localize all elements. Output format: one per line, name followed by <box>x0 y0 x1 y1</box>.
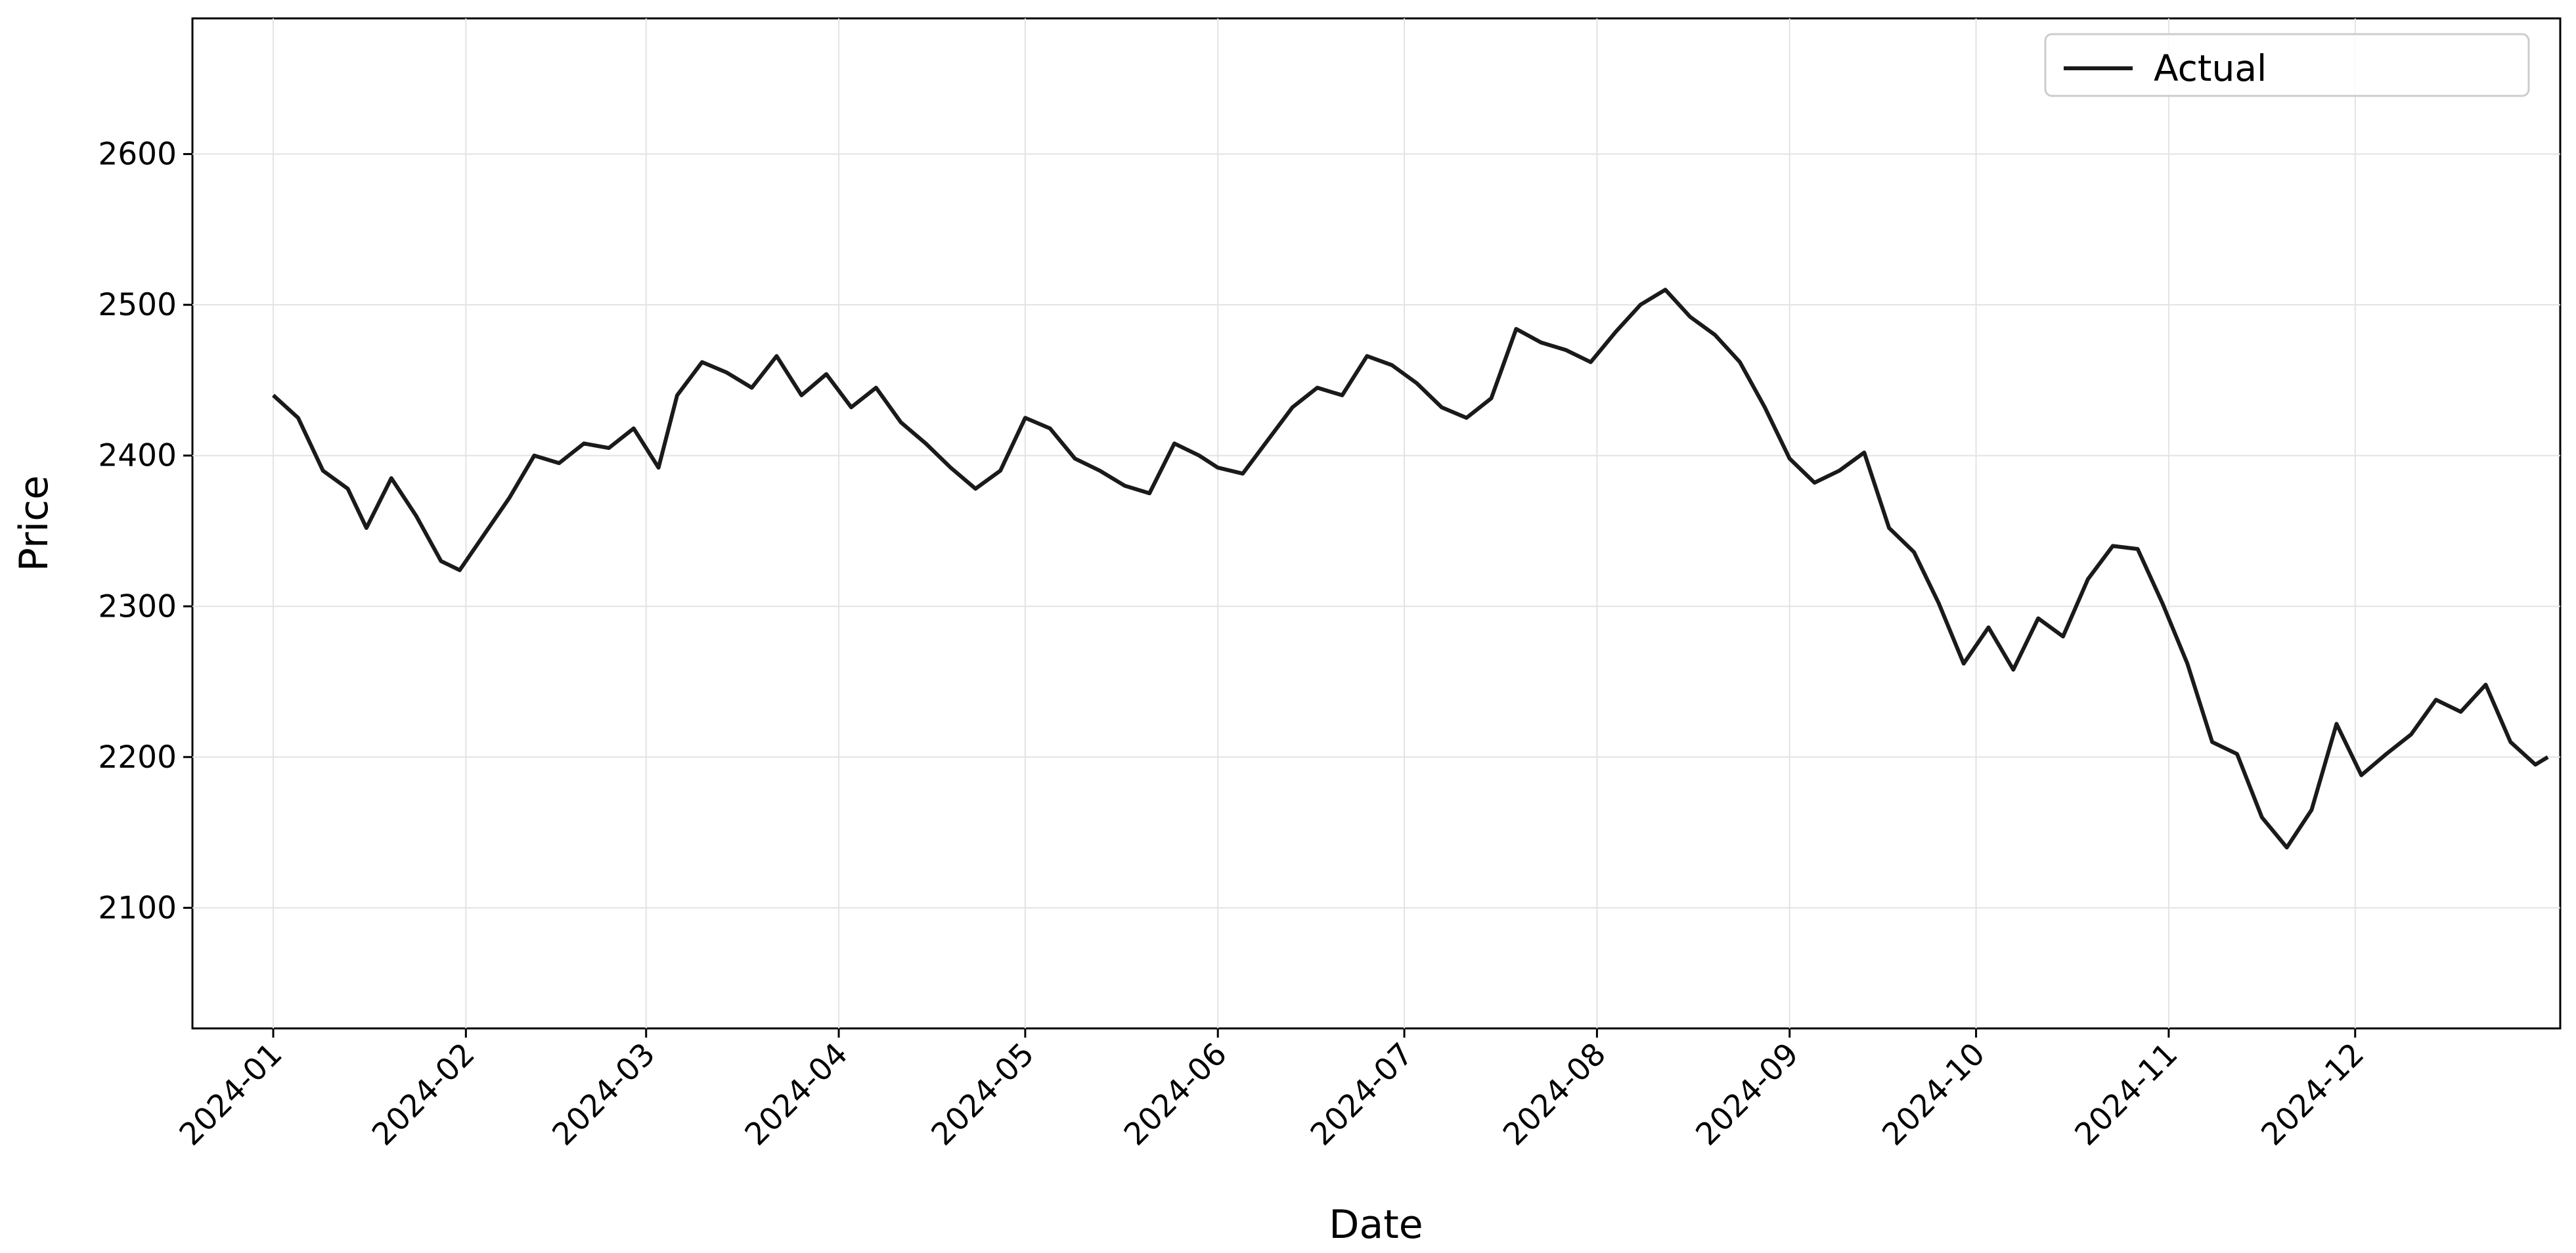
legend-label: Actual <box>2154 47 2267 89</box>
plot-area <box>191 17 2562 1030</box>
x-tick-label: 2024-11 <box>2068 1036 2185 1153</box>
x-tick-label: 2024-06 <box>1117 1036 1234 1153</box>
y-tick-label: 2400 <box>98 438 177 474</box>
x-tick-label: 2024-04 <box>738 1036 855 1153</box>
y-axis-label: Price <box>11 475 57 571</box>
legend: Actual <box>2044 33 2530 97</box>
x-axis-label: Date <box>1329 1202 1423 1248</box>
y-tick-label: 2500 <box>98 287 177 323</box>
x-tick-label: 2024-03 <box>545 1036 662 1153</box>
series-line-actual <box>271 288 2549 850</box>
x-tick-label: 2024-05 <box>925 1036 1042 1153</box>
y-tick-label: 2100 <box>98 890 177 926</box>
legend-box <box>2044 33 2530 97</box>
x-tick-label: 2024-09 <box>1689 1036 1806 1153</box>
x-tick-label: 2024-08 <box>1496 1036 1613 1153</box>
x-tick-label: 2024-01 <box>173 1036 290 1153</box>
y-axis: 2100 2200 2300 2400 2500 2600 <box>98 137 192 926</box>
x-tick-label: 2024-07 <box>1304 1036 1421 1153</box>
x-axis: 2024-01 2024-02 2024-03 2024-04 2024-05 2024-… <box>173 1028 2371 1153</box>
y-tick-label: 2600 <box>98 137 177 173</box>
y-tick-label: 2300 <box>98 588 177 625</box>
series-layer <box>271 288 2549 850</box>
y-tick-label: 2200 <box>98 739 177 776</box>
x-tick-label: 2024-10 <box>1875 1036 1992 1153</box>
x-tick-label: 2024-02 <box>365 1036 482 1153</box>
grid <box>192 18 2560 1028</box>
x-tick-label: 2024-12 <box>2254 1036 2371 1153</box>
